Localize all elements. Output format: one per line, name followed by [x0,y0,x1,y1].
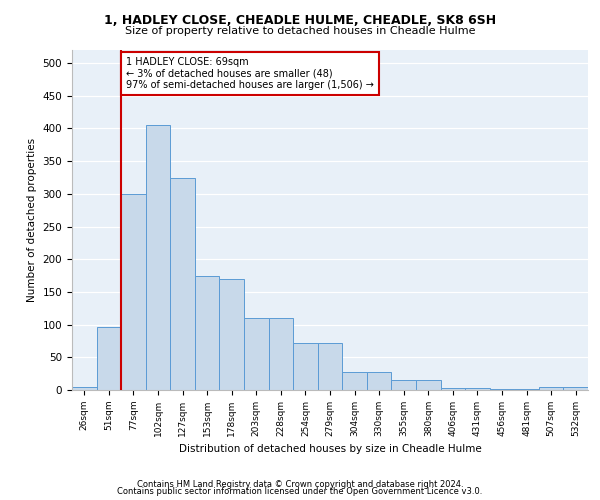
Bar [391,380,416,390]
Bar [220,279,244,390]
Text: Size of property relative to detached houses in Cheadle Hulme: Size of property relative to detached ho… [125,26,475,36]
X-axis label: Distribution of detached houses by size in Cheadle Hulme: Distribution of detached houses by size … [179,444,481,454]
Bar [539,386,563,390]
Bar [563,386,588,390]
Bar [416,380,440,390]
Bar [440,388,465,390]
Bar [293,343,318,390]
Y-axis label: Number of detached properties: Number of detached properties [27,138,37,302]
Bar [244,318,269,390]
Text: Contains public sector information licensed under the Open Government Licence v3: Contains public sector information licen… [118,487,482,496]
Text: 1 HADLEY CLOSE: 69sqm
← 3% of detached houses are smaller (48)
97% of semi-detac: 1 HADLEY CLOSE: 69sqm ← 3% of detached h… [126,56,374,90]
Bar [195,276,220,390]
Bar [367,372,391,390]
Bar [97,326,121,390]
Bar [465,388,490,390]
Bar [121,194,146,390]
Bar [269,318,293,390]
Text: 1, HADLEY CLOSE, CHEADLE HULME, CHEADLE, SK8 6SH: 1, HADLEY CLOSE, CHEADLE HULME, CHEADLE,… [104,14,496,27]
Bar [72,386,97,390]
Bar [170,178,195,390]
Bar [146,125,170,390]
Bar [318,343,342,390]
Bar [342,372,367,390]
Text: Contains HM Land Registry data © Crown copyright and database right 2024.: Contains HM Land Registry data © Crown c… [137,480,463,489]
